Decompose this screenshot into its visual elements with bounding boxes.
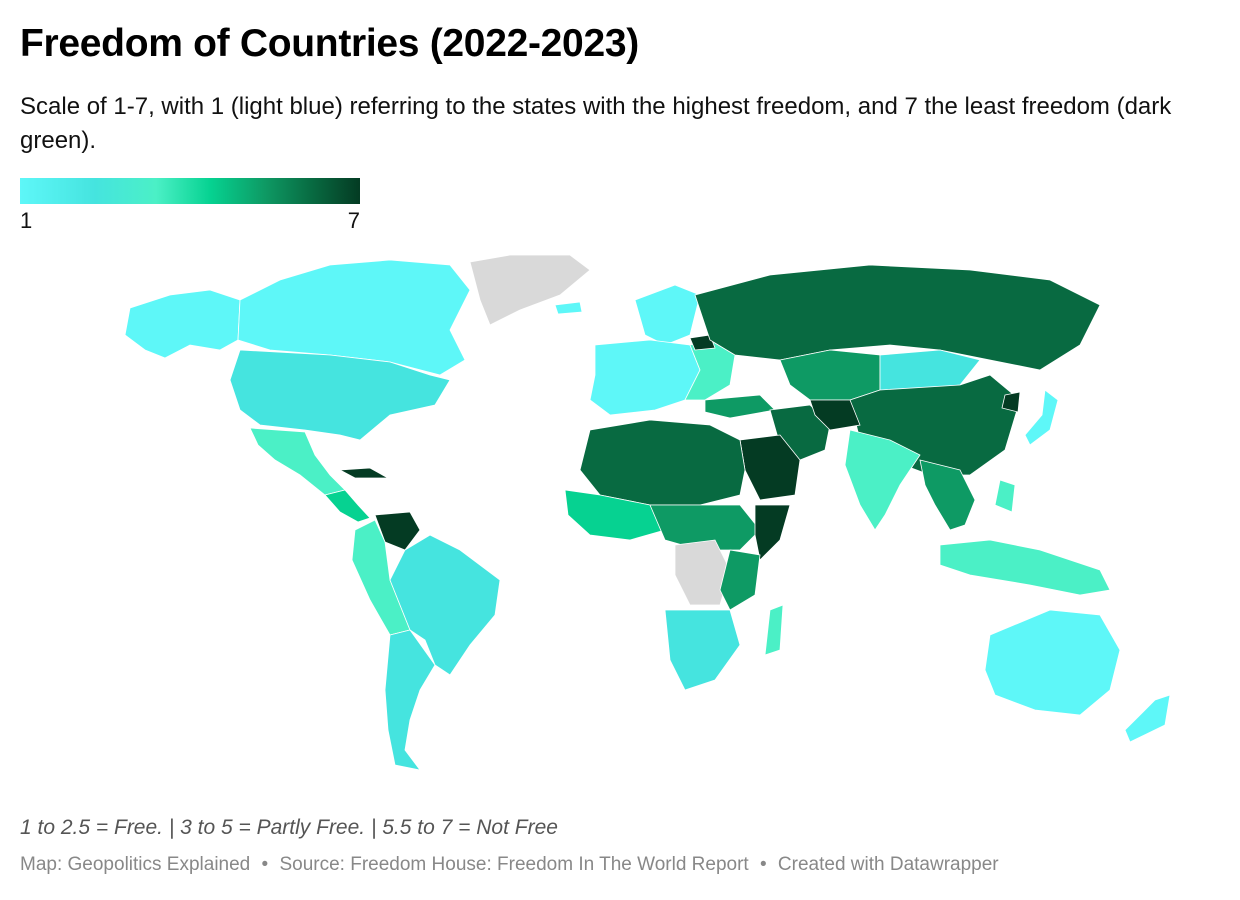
region-belarus[interactable] [689, 334, 716, 351]
region-southern-africa[interactable] [664, 609, 741, 691]
region-russia[interactable] [694, 264, 1101, 371]
region-alaska[interactable] [124, 289, 241, 359]
region-dr-congo[interactable] [674, 539, 731, 606]
region-indonesia[interactable] [939, 539, 1111, 596]
scale-footnote: 1 to 2.5 = Free. | 3 to 5 = Partly Free.… [20, 816, 558, 839]
world-map [124, 254, 1171, 771]
region-scandinavia[interactable] [634, 284, 701, 346]
region-central-america[interactable] [324, 489, 371, 523]
region-turkey[interactable] [704, 394, 776, 419]
region-philippines[interactable] [994, 479, 1016, 513]
source-credit: Map: Geopolitics Explained • Source: Fre… [20, 854, 999, 876]
region-madagascar[interactable] [764, 604, 784, 656]
region-north-korea[interactable] [1001, 391, 1021, 413]
credit-source: Source: Freedom House: Freedom In The Wo… [279, 854, 749, 875]
chart-subtitle: Scale of 1-7, with 1 (light blue) referr… [20, 93, 1172, 154]
legend-max-label: 7 [347, 208, 360, 233]
region-australia[interactable] [984, 609, 1121, 716]
region-greenland[interactable] [469, 254, 591, 326]
region-afghanistan[interactable] [809, 399, 861, 431]
legend-min-label: 1 [20, 208, 33, 233]
region-brazil[interactable] [389, 534, 501, 676]
region-mexico[interactable] [249, 427, 346, 496]
region-usa[interactable] [229, 349, 451, 441]
credit-separator: • [261, 854, 269, 875]
region-central-africa[interactable] [649, 504, 761, 551]
region-southeast-asia[interactable] [919, 459, 976, 531]
credit-tool: Created with Datawrapper [777, 854, 999, 875]
region-canada[interactable] [237, 259, 471, 376]
chart-title: Freedom of Countries (2022-2023) [20, 22, 639, 65]
region-india[interactable] [844, 429, 921, 531]
region-western-europe[interactable] [589, 339, 701, 416]
region-horn-of-africa[interactable] [754, 504, 791, 561]
region-cuba[interactable] [338, 467, 390, 479]
region-central-asia[interactable] [779, 349, 881, 401]
legend-gradient-bar [20, 178, 360, 204]
region-argentina-chile[interactable] [384, 629, 436, 771]
region-japan[interactable] [1024, 389, 1059, 446]
credit-separator: • [759, 854, 767, 875]
region-west-africa[interactable] [564, 489, 666, 541]
region-east-africa[interactable] [719, 549, 761, 611]
region-new-zealand[interactable] [1124, 694, 1171, 743]
region-iceland[interactable] [554, 301, 583, 315]
credit-map: Map: Geopolitics Explained [20, 854, 251, 875]
color-legend: 1 7 [20, 178, 360, 234]
region-north-africa[interactable] [579, 419, 746, 506]
